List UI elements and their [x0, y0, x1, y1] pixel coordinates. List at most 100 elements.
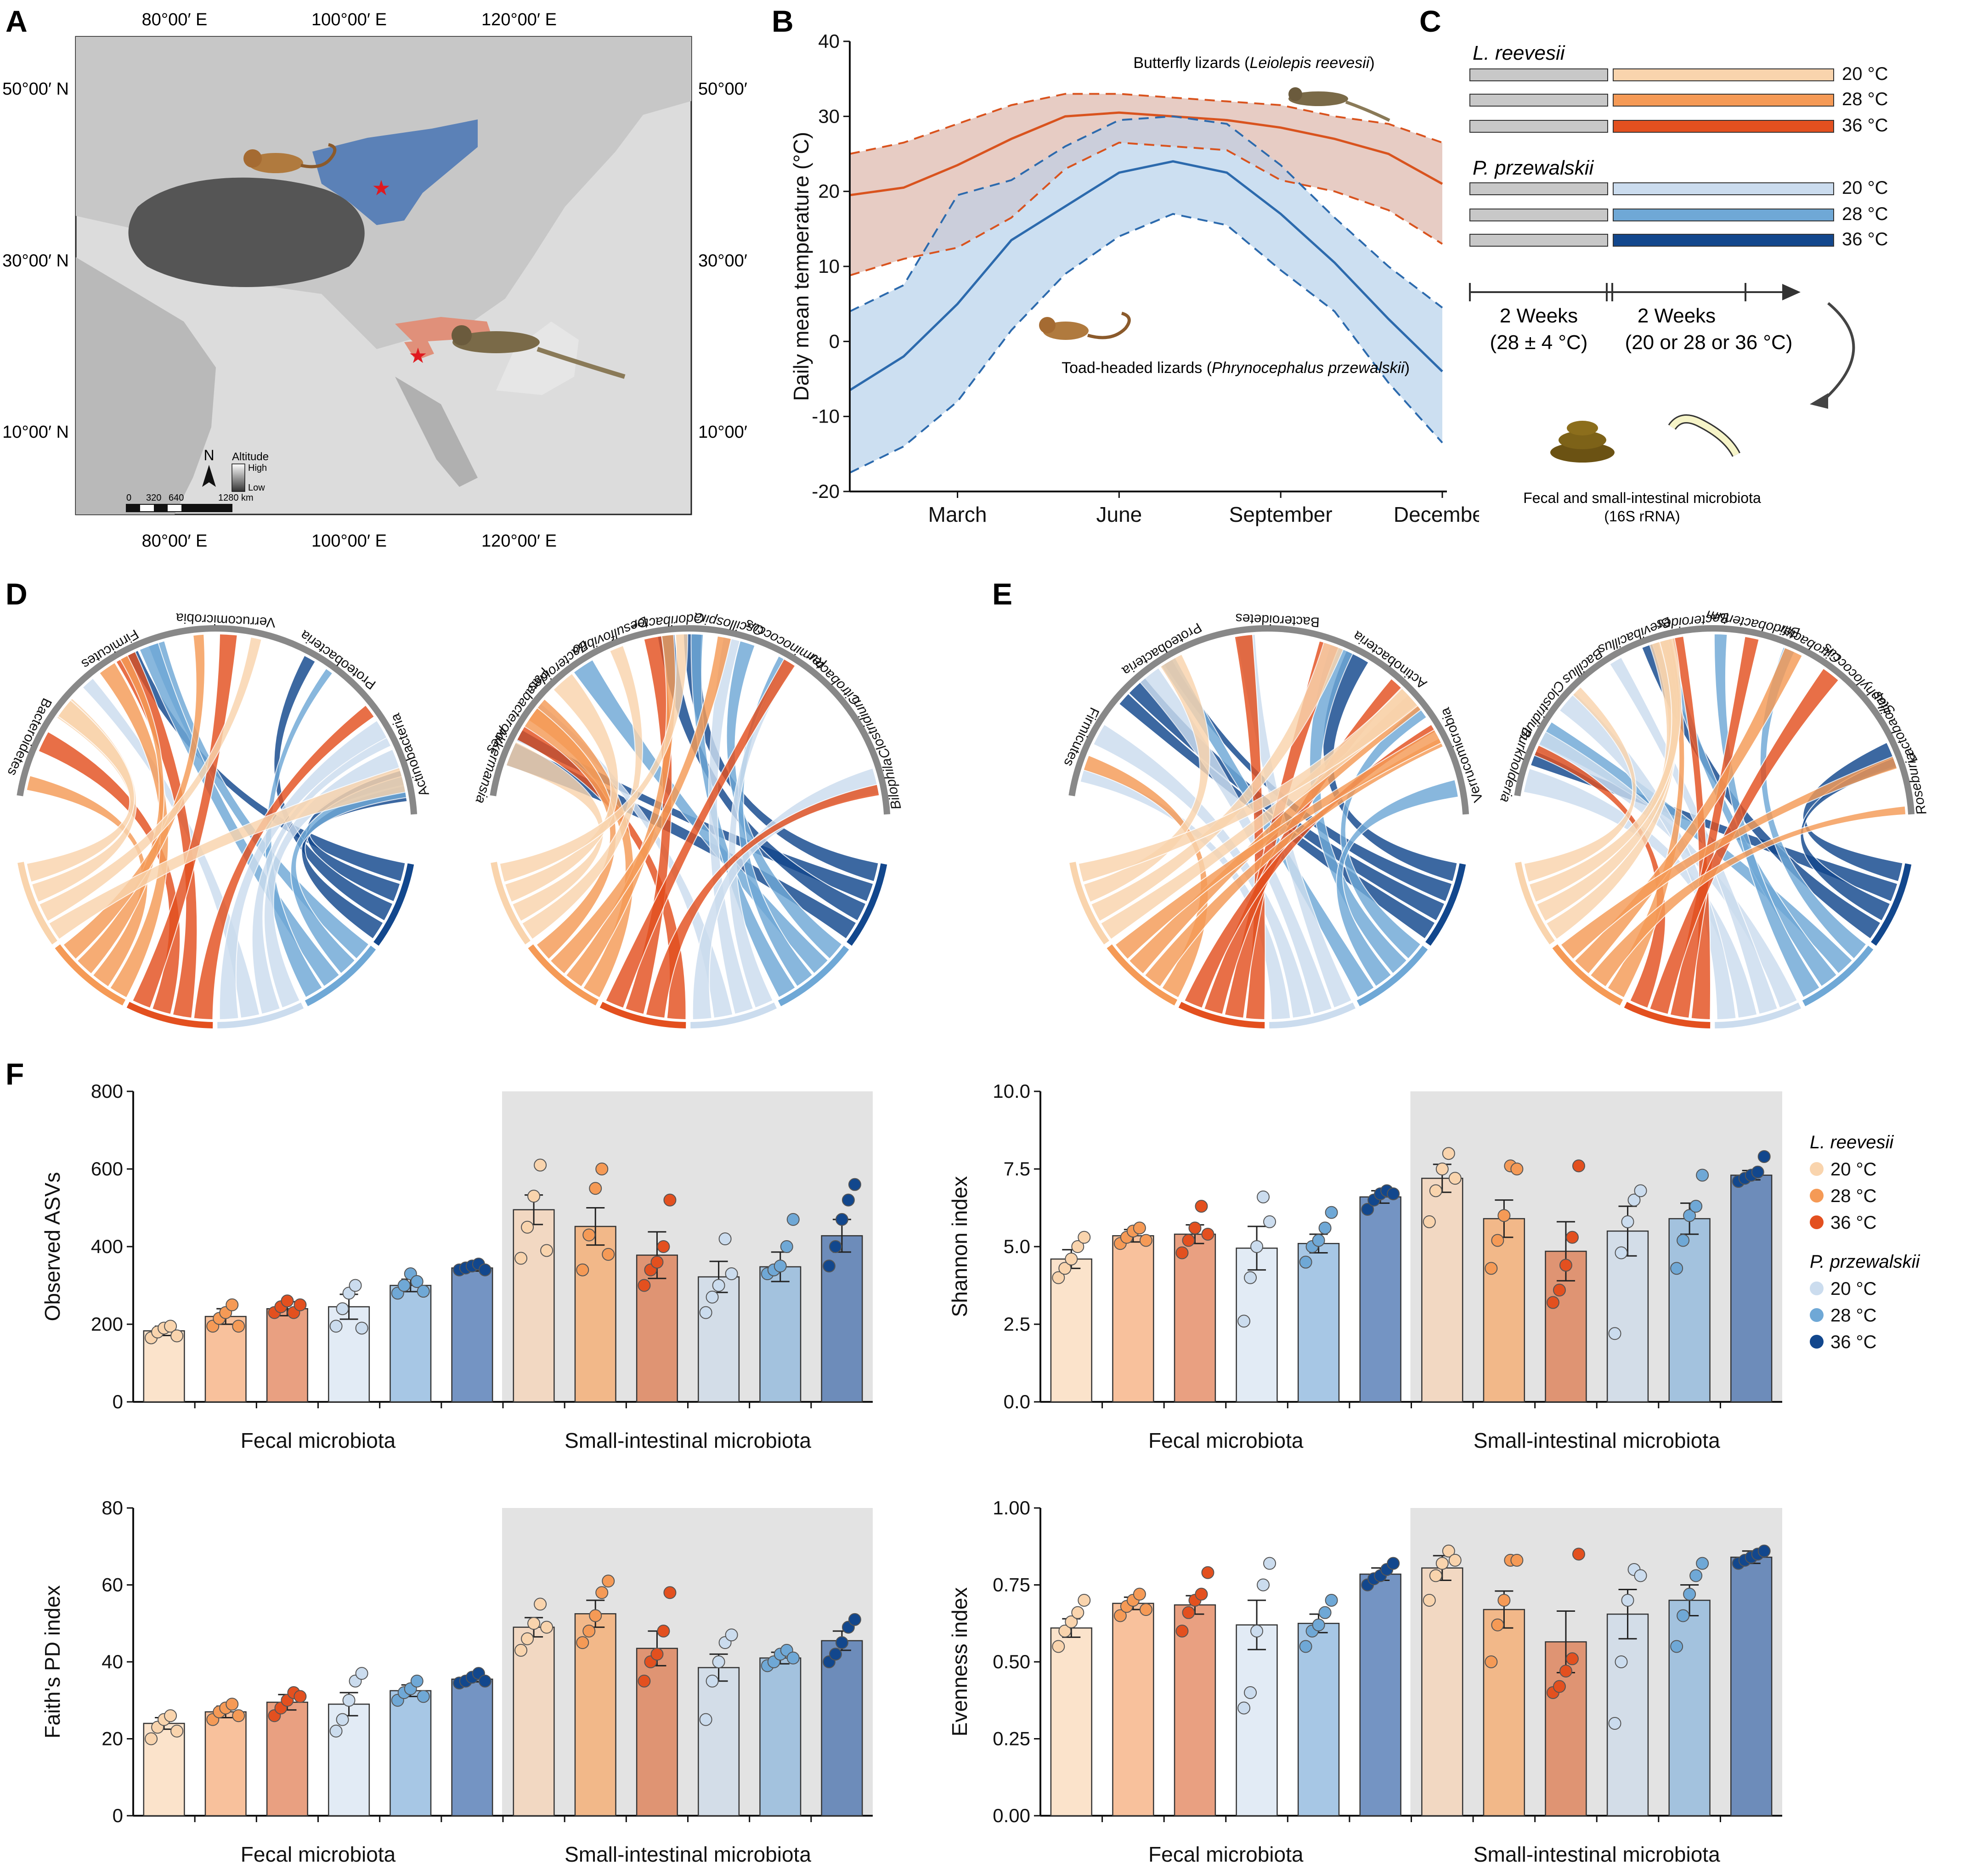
bar-ytick-label: 80: [102, 1497, 123, 1519]
data-point: [1387, 1187, 1400, 1201]
bar-ytick-label: 60: [102, 1574, 123, 1596]
data-point: [1175, 1625, 1189, 1637]
chart-shannon-index: 0.0 2.5 5.0 7.5 10.0 Shannon index Fecal micro…: [948, 1080, 1782, 1452]
data-point: [1670, 1262, 1683, 1275]
svg-text:36 °C: 36 °C: [1842, 115, 1888, 136]
data-point: [1572, 1159, 1585, 1173]
legend-pp36: 36 °C: [1830, 1332, 1877, 1352]
bar-ytick-label: 200: [91, 1313, 123, 1335]
data-point: [1237, 1315, 1251, 1328]
bar-2: [1112, 1603, 1154, 1817]
bar-11: [1668, 1218, 1711, 1403]
chord-link: [264, 748, 401, 1009]
group-label-fecal: Fecal microbiota: [1148, 1429, 1304, 1452]
data-point: [336, 1302, 349, 1316]
data-point: [638, 1279, 651, 1292]
data-point: [1078, 1594, 1091, 1607]
bar-ytick-label: 600: [91, 1158, 123, 1180]
chord-outer-ring-group: [1871, 863, 1912, 946]
data-point: [1553, 1283, 1566, 1297]
data-point: [1559, 1665, 1572, 1678]
data-point: [1195, 1587, 1208, 1601]
data-point: [1182, 1606, 1195, 1619]
svg-text:(20 or 28 or 36 °C): (20 or 28 or 36 °C): [1625, 331, 1793, 354]
bar-7: [513, 1209, 555, 1403]
data-point: [1361, 1203, 1374, 1216]
data-point: [410, 1674, 424, 1688]
data-point: [582, 1625, 596, 1637]
bar-2: [1112, 1235, 1154, 1403]
bar-6: [1359, 1196, 1401, 1403]
data-point: [725, 1267, 738, 1281]
data-point: [1139, 1234, 1152, 1247]
data-point: [1052, 1640, 1065, 1653]
data-point: [786, 1651, 800, 1665]
bar-6: [1359, 1573, 1401, 1817]
band-overlap: [850, 94, 1442, 276]
data-point: [521, 1632, 534, 1645]
data-point: [527, 1617, 541, 1630]
arrow-head-icon: [1810, 393, 1828, 409]
data-point: [226, 1698, 239, 1711]
data-point: [478, 1674, 491, 1688]
band-butterfly: [850, 94, 1442, 276]
chart-b-ytick-label: 10: [818, 255, 840, 277]
bar-ylabel: Faith's PD index: [40, 1585, 64, 1738]
data-point: [1312, 1234, 1325, 1247]
data-point: [1572, 1547, 1585, 1561]
data-point: [1751, 1165, 1764, 1179]
chord-outer-ring-taxa: [1068, 625, 1469, 815]
data-point: [1423, 1215, 1436, 1228]
chart-b-xticks: March June September December: [928, 491, 1479, 526]
chord-outer-ring-group: [1425, 863, 1466, 946]
data-point: [1065, 1615, 1078, 1628]
data-point: [232, 1320, 245, 1333]
data-point: [1299, 1640, 1312, 1653]
data-point: [1497, 1594, 1511, 1607]
data-point: [699, 1713, 712, 1726]
design-sample-label: Fecal and small-intestinal microbiota: [1523, 490, 1761, 506]
data-point: [1485, 1655, 1498, 1668]
data-point: [329, 1724, 343, 1738]
bar-10: [698, 1667, 740, 1817]
data-point: [706, 1290, 719, 1304]
panels-d-e-chord-diagrams: BacteroidetesFirmicutesVerrucomicrobiaPr…: [5, 607, 1930, 1028]
svg-text:Altitude: Altitude: [232, 451, 269, 463]
data-point: [699, 1306, 712, 1319]
map-bottom-tick-1: 80°00′ E: [142, 531, 208, 551]
chart-b-plot-area: [849, 41, 1447, 492]
data-point: [582, 1228, 596, 1242]
data-point: [294, 1298, 307, 1311]
data-point: [1244, 1686, 1257, 1699]
intestine-icon: [1668, 414, 1740, 457]
bar-5: [390, 1690, 432, 1817]
data-point: [417, 1285, 430, 1298]
chord-link: [499, 633, 689, 883]
data-point: [514, 1252, 528, 1265]
data-point: [1553, 1680, 1566, 1693]
bar-ytick-label: 40: [102, 1651, 123, 1672]
data-point: [1071, 1240, 1084, 1253]
chord-outer-ring-group: [1802, 945, 1874, 1006]
data-point: [1318, 1606, 1332, 1619]
data-point: [164, 1709, 177, 1722]
data-point: [534, 1158, 547, 1172]
data-point: [1510, 1553, 1524, 1567]
data-point: [1442, 1147, 1455, 1160]
bar-4: [1236, 1624, 1278, 1817]
line-toad-mean: [849, 160, 1443, 391]
data-point: [1299, 1255, 1312, 1269]
bar-ytick-label: 800: [91, 1080, 123, 1102]
chord-link: [604, 658, 796, 1009]
map-landmass-peninsula: [395, 377, 478, 487]
data-point: [602, 1575, 615, 1588]
panel-b-temperature-chart: Daily mean temperature (°C) 40 30 20 10 0 -10…: [789, 30, 1479, 526]
chord-outer-ring-group: [1107, 944, 1178, 1006]
chart-b-yticks: 40 30 20 10 0 -10 -20: [812, 30, 850, 502]
data-point: [1429, 1569, 1442, 1582]
chord-link: [1336, 779, 1459, 988]
data-point: [1052, 1271, 1065, 1284]
svg-text:28 °C: 28 °C: [1842, 204, 1888, 224]
panel-a-map: ★ ★ N Altitude High Low 0 320 640 1280 k…: [2, 10, 753, 551]
